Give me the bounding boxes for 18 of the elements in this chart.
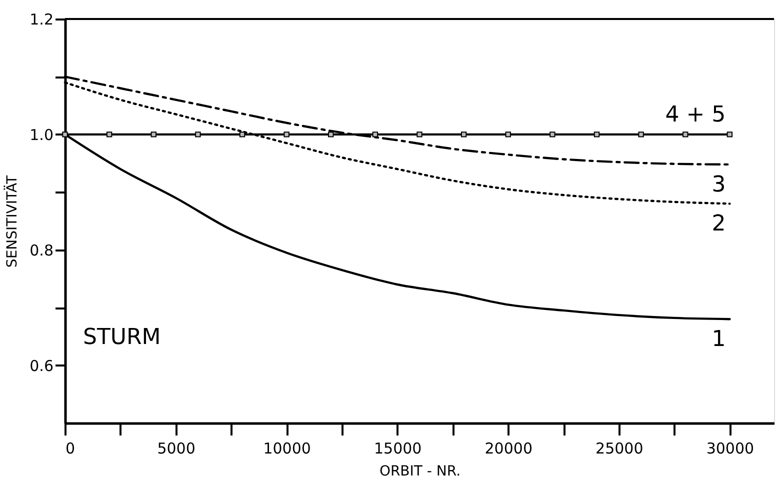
x-axis-title: ORBIT - NR. xyxy=(379,464,461,480)
y-axis-title: SENSITIVITÄT xyxy=(4,175,21,268)
series-label: 1 xyxy=(712,327,726,352)
x-tick-label: 20000 xyxy=(484,440,532,458)
x-tick-label: 15000 xyxy=(374,440,422,458)
x-tick-label: 25000 xyxy=(596,440,644,458)
series-label: 3 xyxy=(712,172,726,198)
y-tick-label: 0.8 xyxy=(30,241,54,260)
series-label: 4 + 5 xyxy=(665,102,726,128)
x-tick-label: 30000 xyxy=(706,440,754,458)
y-tick-label: 0.6 xyxy=(30,356,54,375)
x-tick-label: 10000 xyxy=(263,440,311,458)
x-tick-label: 0 xyxy=(66,440,76,458)
annotation: STURM xyxy=(83,325,161,350)
series-label: 2 xyxy=(712,212,726,237)
y-tick-label: 1.0 xyxy=(30,126,54,144)
y-tick-label: 1.2 xyxy=(30,10,54,28)
x-tick-label: 5000 xyxy=(157,440,196,458)
